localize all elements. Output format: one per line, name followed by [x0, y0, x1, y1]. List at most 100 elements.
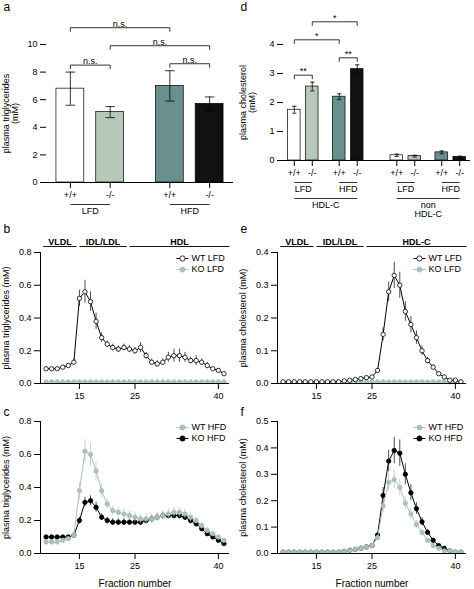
svg-text:1: 1 [269, 126, 274, 136]
svg-text:**: ** [300, 66, 308, 76]
svg-text:+/+: +/+ [333, 168, 346, 178]
svg-text:**: ** [345, 49, 353, 59]
svg-text:c: c [4, 405, 10, 419]
svg-text:HFD: HFD [180, 206, 199, 216]
svg-text:0.0: 0.0 [256, 378, 269, 388]
svg-text:0.3: 0.3 [256, 469, 269, 479]
svg-text:nonHDL-C: nonHDL-C [414, 200, 442, 219]
svg-text:0.8: 0.8 [19, 247, 32, 257]
svg-text:a: a [4, 0, 11, 14]
svg-text:25: 25 [130, 391, 140, 401]
svg-text:e: e [241, 222, 248, 236]
svg-text:IDL/LDL: IDL/LDL [323, 237, 358, 247]
svg-text:0.2: 0.2 [19, 515, 32, 525]
svg-text:IDL/LDL: IDL/LDL [86, 237, 121, 247]
svg-text:0.4: 0.4 [256, 443, 269, 453]
svg-text:0.0: 0.0 [19, 378, 32, 388]
svg-text:n.s.: n.s. [153, 37, 168, 47]
svg-text:0.2: 0.2 [256, 313, 269, 323]
svg-text:40: 40 [450, 561, 460, 571]
svg-text:WT LFD: WT LFD [429, 253, 463, 263]
svg-text:HDL-C: HDL-C [312, 200, 340, 210]
svg-text:0.4: 0.4 [256, 247, 269, 257]
svg-text:Fraction number: Fraction number [336, 578, 409, 589]
svg-text:0.2: 0.2 [19, 346, 32, 356]
svg-text:plasma triglycerides (mM): plasma triglycerides (mM) [1, 436, 11, 539]
svg-text:plasma triglycerides(mM): plasma triglycerides(mM) [1, 73, 20, 153]
svg-text:+/+: +/+ [163, 190, 176, 200]
svg-text:40: 40 [213, 391, 223, 401]
svg-text:0.1: 0.1 [256, 522, 269, 532]
svg-text:25: 25 [367, 391, 377, 401]
svg-text:Fraction number: Fraction number [99, 578, 172, 589]
svg-text:0.4: 0.4 [19, 482, 32, 492]
svg-text:HDL-C: HDL-C [402, 237, 430, 247]
svg-text:b: b [4, 222, 11, 236]
svg-text:0.5: 0.5 [256, 416, 269, 426]
svg-text:+/+: +/+ [64, 190, 77, 200]
svg-text:n.s.: n.s. [83, 56, 98, 66]
svg-text:HDL: HDL [170, 237, 189, 247]
svg-text:0.4: 0.4 [19, 313, 32, 323]
svg-text:LFD: LFD [397, 184, 415, 194]
svg-text:KO HFD: KO HFD [429, 433, 464, 443]
svg-text:plasma triglycerides (mM): plasma triglycerides (mM) [1, 266, 11, 369]
svg-text:6: 6 [32, 95, 37, 105]
svg-text:0.0: 0.0 [19, 548, 32, 558]
svg-text:KO HFD: KO HFD [192, 433, 227, 443]
svg-text:plasma cholesterol(mM): plasma cholesterol(mM) [238, 65, 257, 140]
svg-text:2: 2 [32, 150, 37, 160]
svg-text:2: 2 [269, 97, 274, 107]
svg-text:0.8: 0.8 [19, 416, 32, 426]
svg-text:0.1: 0.1 [256, 346, 269, 356]
svg-text:-/-: -/- [205, 190, 214, 200]
svg-text:-/-: -/- [353, 168, 362, 178]
svg-text:*: * [315, 31, 319, 41]
svg-text:+/+: +/+ [288, 168, 301, 178]
svg-text:-/-: -/- [411, 168, 420, 178]
svg-text:VLDL: VLDL [285, 237, 309, 247]
svg-text:WT LFD: WT LFD [192, 253, 226, 263]
svg-text:f: f [241, 405, 245, 419]
svg-text:8: 8 [32, 67, 37, 77]
svg-text:+/+: +/+ [435, 168, 448, 178]
svg-text:40: 40 [213, 561, 223, 571]
svg-text:-/-: -/- [455, 168, 464, 178]
svg-text:HFD: HFD [339, 184, 358, 194]
svg-text:HFD: HFD [441, 184, 460, 194]
svg-text:15: 15 [74, 391, 84, 401]
svg-text:4: 4 [32, 122, 37, 132]
svg-text:10: 10 [27, 39, 37, 49]
svg-text:0: 0 [269, 155, 274, 165]
svg-text:n.s.: n.s. [113, 19, 128, 29]
svg-text:KO LFD: KO LFD [429, 264, 462, 274]
svg-text:WT HFD: WT HFD [429, 422, 464, 432]
svg-text:0.0: 0.0 [256, 548, 269, 558]
svg-text:-/-: -/- [308, 168, 317, 178]
svg-text:3: 3 [269, 68, 274, 78]
svg-text:15: 15 [311, 561, 321, 571]
svg-text:LFD: LFD [82, 206, 100, 216]
svg-text:+/+: +/+ [390, 168, 403, 178]
svg-text:0: 0 [32, 177, 37, 187]
svg-text:plasma cholesterol (mM): plasma cholesterol (mM) [238, 438, 248, 537]
svg-text:25: 25 [367, 561, 377, 571]
svg-text:d: d [241, 0, 248, 14]
svg-text:0.6: 0.6 [19, 449, 32, 459]
svg-text:15: 15 [74, 561, 84, 571]
svg-text:WT HFD: WT HFD [192, 422, 227, 432]
svg-text:0.3: 0.3 [256, 280, 269, 290]
svg-text:4: 4 [269, 39, 274, 49]
svg-text:LFD: LFD [295, 184, 313, 194]
svg-text:*: * [333, 13, 337, 23]
svg-text:40: 40 [450, 391, 460, 401]
svg-text:0.6: 0.6 [19, 280, 32, 290]
svg-text:0.2: 0.2 [256, 496, 269, 506]
svg-text:KO LFD: KO LFD [192, 264, 225, 274]
svg-text:plasma cholesterol (mM): plasma cholesterol (mM) [238, 269, 248, 368]
svg-text:-/-: -/- [106, 190, 115, 200]
svg-text:15: 15 [311, 391, 321, 401]
svg-text:VLDL: VLDL [48, 237, 72, 247]
svg-text:25: 25 [130, 561, 140, 571]
svg-text:n.s.: n.s. [182, 55, 197, 65]
